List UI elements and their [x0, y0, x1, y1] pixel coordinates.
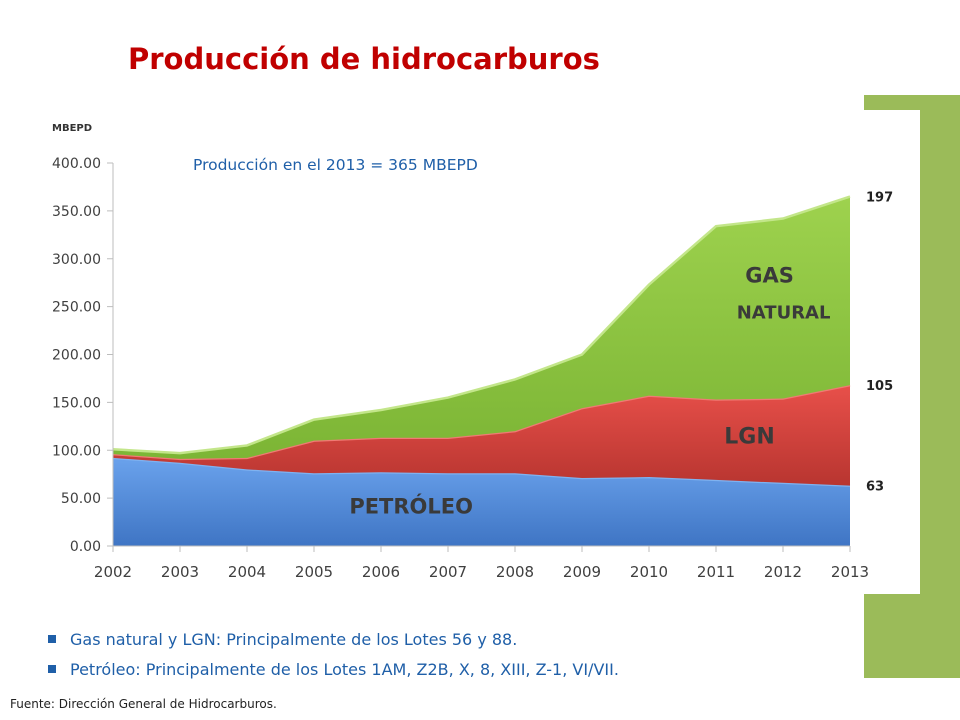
- x-tick-label: 2011: [697, 563, 735, 581]
- bullet-square-icon: [48, 665, 56, 673]
- y-tick-label: 100.00: [52, 443, 101, 459]
- end-value-label: 63: [866, 480, 884, 495]
- y-tick-label: 300.00: [52, 252, 101, 268]
- x-tick-label: 2010: [630, 563, 668, 581]
- x-tick-label: 2007: [429, 563, 467, 581]
- page-title: Producción de hidrocarburos: [128, 42, 600, 76]
- y-tick-label: 150.00: [52, 395, 101, 411]
- x-tick-label: 2012: [764, 563, 802, 581]
- bullet-list: Gas natural y LGN: Principalmente de los…: [48, 624, 619, 684]
- series-label: NATURAL: [737, 303, 831, 324]
- y-tick-label: 0.00: [70, 539, 101, 555]
- y-tick-label: 250.00: [52, 300, 101, 316]
- chart-annotation: Producción en el 2013 = 365 MBEPD: [193, 156, 478, 174]
- end-value-label: 105: [866, 379, 893, 394]
- sidebar-white-panel: [864, 110, 920, 594]
- x-tick-label: 2009: [563, 563, 601, 581]
- stacked-area-chart: 0.00 50.00 100.00 150.00 200.00 250.00 300.00 3…: [52, 123, 893, 581]
- y-axis-title: MBEPD: [52, 123, 92, 134]
- x-tick-label: 2008: [496, 563, 534, 581]
- bullet-item: Petróleo: Principalmente de los Lotes 1A…: [48, 654, 619, 684]
- series-label: GAS: [745, 264, 794, 288]
- bullet-item: Gas natural y LGN: Principalmente de los…: [48, 624, 619, 654]
- series-label: LGN: [724, 425, 775, 450]
- y-tick-label: 350.00: [52, 204, 101, 220]
- y-tick-label: 200.00: [52, 348, 101, 364]
- series-label: PETRÓLEO: [349, 493, 473, 518]
- y-tick-label: 50.00: [61, 491, 101, 507]
- x-tick-label: 2003: [161, 563, 199, 581]
- bullet-square-icon: [48, 635, 56, 643]
- area-gas-natural: [113, 196, 850, 459]
- y-tick-label: 400.00: [52, 156, 101, 172]
- area-gas-natural-ridge: [112, 195, 851, 455]
- area-petroleo: [113, 457, 850, 546]
- bullet-text: Petróleo: Principalmente de los Lotes 1A…: [70, 659, 619, 679]
- x-tick-label: 2002: [94, 563, 132, 581]
- x-tick-label: 2006: [362, 563, 400, 581]
- x-tick-label: 2004: [228, 563, 266, 581]
- end-value-label: 197: [866, 191, 893, 206]
- x-tick-label: 2013: [831, 563, 869, 581]
- source-note: Fuente: Dirección General de Hidrocarbur…: [10, 697, 277, 711]
- x-tick-label: 2005: [295, 563, 333, 581]
- bullet-text: Gas natural y LGN: Principalmente de los…: [70, 629, 518, 649]
